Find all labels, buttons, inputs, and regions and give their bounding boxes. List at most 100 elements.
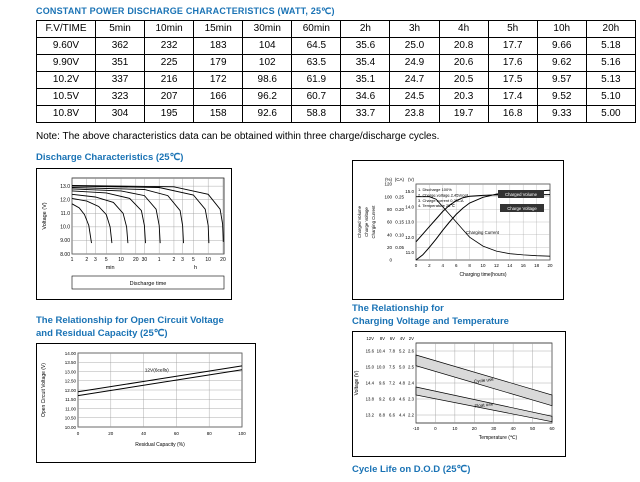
svg-text:2: 2: [173, 257, 176, 263]
discharge-chart-title: Discharge Characteristics (25℃): [36, 152, 184, 163]
svg-text:13.0: 13.0: [60, 184, 70, 190]
svg-text:0.05: 0.05: [395, 245, 404, 250]
svg-text:Cycle use: Cycle use: [474, 377, 495, 384]
svg-text:20: 20: [220, 257, 226, 263]
svg-text:h: h: [194, 265, 197, 271]
value-cell: 24.9: [389, 54, 440, 72]
value-cell: 35.1: [340, 71, 391, 89]
svg-text:12.0: 12.0: [405, 235, 414, 240]
column-header-cell: 15min: [193, 20, 244, 38]
svg-text:10.0: 10.0: [60, 225, 70, 231]
column-header-cell: 5min: [94, 20, 146, 38]
column-header-cell: 60min: [291, 20, 342, 38]
value-cell: 10.5V: [36, 88, 96, 106]
svg-text:Charging time(hours): Charging time(hours): [460, 272, 507, 278]
value-cell: 34.6: [340, 88, 391, 106]
value-cell: 98.6: [242, 71, 293, 89]
svg-text:14.4: 14.4: [366, 381, 375, 386]
svg-text:30: 30: [491, 426, 497, 431]
svg-text:0: 0: [434, 426, 437, 431]
value-cell: 232: [144, 37, 195, 55]
value-cell: 58.8: [291, 105, 342, 123]
value-cell: 323: [94, 88, 146, 106]
value-cell: 102: [242, 54, 293, 72]
svg-text:12.00: 12.00: [65, 388, 77, 393]
svg-text:7.8: 7.8: [389, 349, 396, 354]
value-cell: 20.8: [438, 37, 489, 55]
page-title: CONSTANT POWER DISCHARGE CHARACTERISTICS…: [36, 6, 335, 16]
svg-text:30: 30: [142, 257, 148, 263]
svg-text:15.6: 15.6: [366, 349, 375, 354]
svg-text:2.3: 2.3: [408, 397, 415, 402]
value-cell: 351: [94, 54, 146, 72]
svg-text:0: 0: [415, 263, 418, 268]
svg-text:12.0: 12.0: [60, 198, 70, 204]
value-cell: 5.16: [585, 54, 637, 72]
svg-text:5.0: 5.0: [399, 365, 406, 370]
value-cell: 158: [193, 105, 244, 123]
svg-text:3: 3: [181, 257, 184, 263]
value-cell: 9.52: [536, 88, 587, 106]
value-cell: 207: [144, 88, 195, 106]
svg-text:3. Charge current 0.25CA: 3. Charge current 0.25CA: [418, 198, 464, 203]
svg-text:Charging Current: Charging Current: [371, 205, 376, 239]
svg-text:9.2: 9.2: [379, 397, 386, 402]
svg-text:10.50: 10.50: [65, 416, 77, 421]
svg-text:12.50: 12.50: [65, 379, 77, 384]
svg-text:2V: 2V: [409, 336, 414, 341]
svg-text:Residual Capacity (%): Residual Capacity (%): [135, 442, 185, 448]
svg-text:4: 4: [442, 263, 445, 268]
svg-text:Charging Current: Charging Current: [466, 230, 500, 235]
svg-text:10: 10: [480, 263, 486, 268]
value-cell: 362: [94, 37, 146, 55]
svg-text:(%): (%): [385, 177, 392, 182]
svg-text:10: 10: [452, 426, 458, 431]
svg-text:1: 1: [71, 257, 74, 263]
table-row: 10.2V 337 216 172 98.6 61.9 35.1 24.7 20.5 17.5 9.…: [36, 71, 637, 89]
value-cell: 172: [193, 71, 244, 89]
svg-text:Charge Voltage: Charge Voltage: [364, 207, 369, 237]
svg-text:100: 100: [384, 194, 392, 199]
value-cell: 35.6: [340, 37, 391, 55]
svg-text:10.4: 10.4: [377, 349, 386, 354]
column-header-cell: 2h: [340, 20, 391, 38]
svg-text:10.00: 10.00: [65, 425, 77, 430]
value-cell: 166: [193, 88, 244, 106]
svg-text:0.15: 0.15: [395, 220, 404, 225]
value-cell: 10.8V: [36, 105, 96, 123]
svg-text:4.4: 4.4: [399, 413, 406, 418]
svg-text:11.0: 11.0: [406, 250, 415, 255]
svg-text:Charge Voltage: Charge Voltage: [507, 206, 537, 211]
svg-text:5.2: 5.2: [399, 349, 406, 354]
svg-text:12V: 12V: [366, 336, 374, 341]
value-cell: 16.8: [487, 105, 538, 123]
svg-text:Discharge time: Discharge time: [130, 281, 167, 287]
value-cell: 104: [242, 37, 293, 55]
value-cell: 23.8: [389, 105, 440, 123]
value-cell: 5.13: [585, 71, 637, 89]
svg-text:6: 6: [455, 263, 458, 268]
value-cell: 60.7: [291, 88, 342, 106]
svg-text:10.0: 10.0: [377, 365, 386, 370]
svg-text:7.2: 7.2: [389, 381, 396, 386]
svg-text:Charged Volume: Charged Volume: [357, 205, 362, 238]
svg-text:11.0: 11.0: [61, 211, 71, 217]
svg-text:-10: -10: [413, 426, 420, 431]
value-cell: 19.7: [438, 105, 489, 123]
svg-text:14.0: 14.0: [405, 204, 414, 209]
svg-text:9.6: 9.6: [379, 381, 386, 386]
svg-text:1: 1: [158, 257, 161, 263]
value-cell: 24.7: [389, 71, 440, 89]
svg-text:40: 40: [141, 431, 147, 436]
svg-text:Voltage (V): Voltage (V): [42, 202, 48, 229]
value-cell: 179: [193, 54, 244, 72]
svg-text:20: 20: [133, 257, 139, 263]
svg-text:0: 0: [389, 258, 392, 263]
value-cell: 9.60V: [36, 37, 96, 55]
svg-text:50: 50: [530, 426, 536, 431]
svg-text:2: 2: [85, 257, 88, 263]
svg-text:0.10: 0.10: [395, 232, 404, 237]
table-row: 9.90V 351 225 179 102 63.5 35.4 24.9 20.6 17.6 9.6…: [36, 54, 637, 72]
svg-text:20: 20: [547, 263, 553, 268]
value-cell: 183: [193, 37, 244, 55]
